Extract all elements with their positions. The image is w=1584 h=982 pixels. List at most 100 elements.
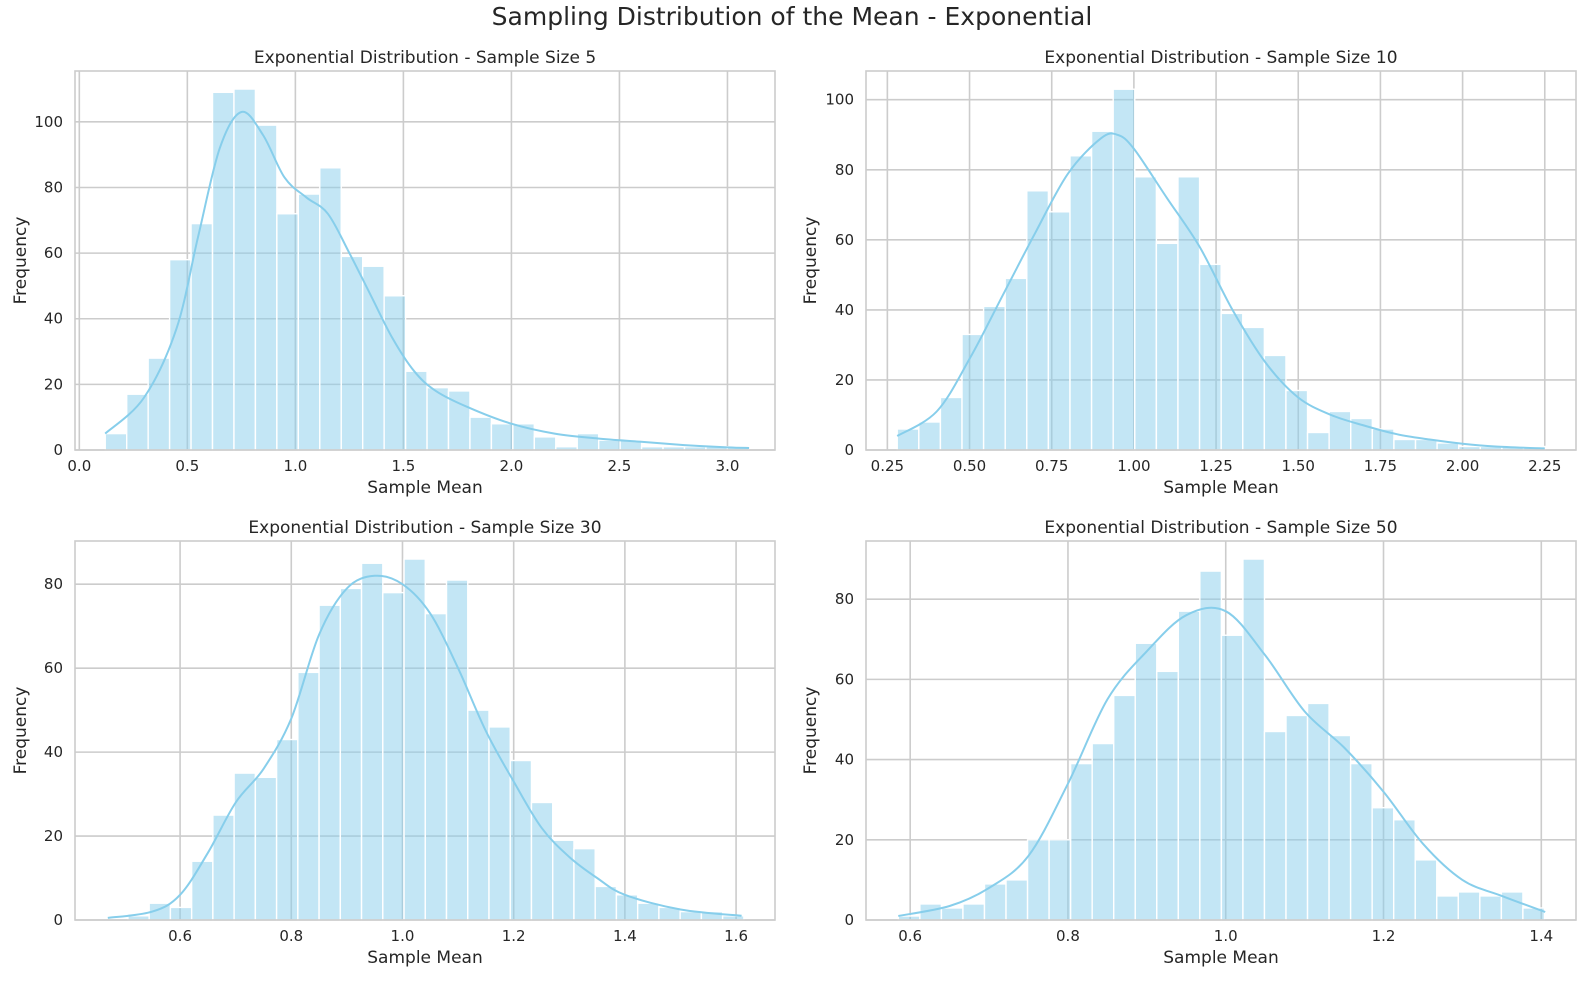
x-tick-label: 2.5: [608, 457, 632, 475]
histogram-bar: [509, 759, 533, 921]
y-tick-label: 20: [44, 375, 63, 393]
histogram-bar: [533, 436, 557, 451]
x-tick-label: 0.0: [67, 457, 91, 475]
histogram-bar: [1220, 634, 1244, 921]
y-tick-label: 0: [53, 441, 63, 459]
y-tick-label: 60: [835, 670, 854, 688]
histogram-bar: [1199, 570, 1223, 921]
x-tick-label: 0.8: [279, 927, 303, 945]
y-tick-label: 80: [835, 590, 854, 608]
histogram-bar: [1306, 702, 1330, 921]
x-axis-label: Sample Mean: [367, 948, 482, 968]
x-tick-label: 2.00: [1446, 457, 1479, 475]
x-tick-label: 1.0: [391, 927, 415, 945]
histogram-bar: [490, 423, 514, 451]
x-tick-label: 0.25: [871, 457, 904, 475]
y-axis-label: Frequency: [11, 687, 31, 775]
histogram-bar: [1113, 694, 1136, 921]
histogram-bar: [1004, 277, 1028, 451]
subplot-1: 0.0 0.5 1.0 1.5 2.0 2.5 3.0 0 20 40 60 80 100 Exponen…: [11, 48, 776, 498]
histogram-bar: [1112, 88, 1136, 451]
histogram-bar: [1091, 742, 1115, 921]
plot-frame: [865, 70, 1577, 451]
histogram-bar: [1328, 734, 1352, 921]
y-tick-label: 60: [44, 659, 63, 677]
y-axis-label: Frequency: [11, 217, 31, 305]
x-tick-label: 1.5: [391, 457, 415, 475]
y-tick-label: 100: [34, 113, 63, 131]
x-tick-label: 0.50: [953, 457, 986, 475]
y-tick-label: 80: [44, 575, 63, 593]
y-tick-label: 60: [44, 244, 63, 262]
y-tick-label: 0: [844, 911, 854, 929]
y-tick-label: 0: [844, 441, 854, 459]
histogram-bar: [318, 604, 342, 921]
x-tick-label: 0.75: [1035, 457, 1068, 475]
x-axis-label: Sample Mean: [1163, 948, 1278, 968]
histogram-bar: [445, 579, 469, 921]
y-tick-label: 40: [835, 751, 854, 769]
y-tick-label: 60: [835, 231, 854, 249]
x-tick-label: 1.2: [1372, 927, 1396, 945]
y-tick-label: 20: [44, 827, 63, 845]
histogram-bar: [1198, 263, 1222, 451]
histogram-bar: [1436, 442, 1460, 451]
histogram-bar: [383, 295, 407, 451]
kde-line: [896, 132, 1545, 450]
histogram-bar: [212, 814, 235, 921]
y-tick-label: 0: [53, 911, 63, 929]
x-tick-label: 1.0: [283, 457, 307, 475]
histogram-bar: [360, 562, 384, 921]
histogram-bar: [1134, 176, 1158, 451]
histogram-bar: [104, 432, 128, 451]
y-tick-label: 100: [825, 91, 854, 109]
histogram-bar: [1285, 714, 1309, 921]
x-tick-label: 1.6: [724, 927, 748, 945]
histogram-bar: [1047, 211, 1071, 451]
histogram-bar: [1134, 642, 1158, 921]
x-tick-label: 0.5: [175, 457, 199, 475]
x-tick-label: 0.6: [898, 927, 922, 945]
y-axis-label: Frequency: [801, 687, 821, 775]
subplot-3: 0.6 0.8 1.0 1.2 1.4 1.6 0 20 40 60 80 Exponential D…: [11, 518, 776, 968]
histogram-bar: [126, 393, 149, 451]
histogram-bar: [1436, 895, 1459, 921]
histogram-bar: [530, 801, 554, 921]
histogram-bar: [403, 558, 426, 921]
x-tick-label: 1.0: [1214, 927, 1238, 945]
histogram-bar: [469, 416, 493, 451]
histogram-bar: [276, 213, 300, 451]
histogram-bar: [573, 847, 596, 921]
histogram-bar: [1263, 730, 1287, 921]
histogram-bar: [918, 421, 942, 451]
histogram-bar: [1414, 859, 1438, 921]
x-tick-label: 1.50: [1282, 457, 1315, 475]
histogram-bar: [297, 193, 321, 451]
histogram-bar: [896, 428, 920, 451]
histogram-bar: [1090, 130, 1114, 451]
y-tick-label: 40: [44, 743, 63, 761]
x-tick-label: 1.00: [1117, 457, 1150, 475]
x-axis-label: Sample Mean: [1163, 478, 1278, 498]
x-tick-label: 0.8: [1056, 927, 1080, 945]
histogram-bar: [962, 903, 986, 921]
histogram-bar: [1457, 891, 1481, 921]
histogram-bar: [1177, 610, 1201, 921]
y-tick-label: 20: [835, 831, 854, 849]
y-axis-label: Frequency: [801, 217, 821, 305]
subplot-title: Exponential Distribution - Sample Size 5: [254, 48, 596, 68]
histogram-bar: [382, 591, 405, 921]
plot-frame: [865, 540, 1577, 921]
histogram-bar: [1242, 558, 1266, 921]
histogram-bar: [233, 772, 257, 921]
histogram-bar: [211, 91, 235, 451]
x-tick-label: 1.4: [613, 927, 637, 945]
histogram-bar: [297, 671, 320, 921]
subplot-title: Exponential Distribution - Sample Size 5…: [1044, 518, 1397, 538]
plot-frame: [74, 70, 776, 451]
histogram-bar: [1048, 839, 1072, 921]
histogram-bar: [254, 124, 278, 451]
x-tick-label: 0.6: [168, 927, 192, 945]
